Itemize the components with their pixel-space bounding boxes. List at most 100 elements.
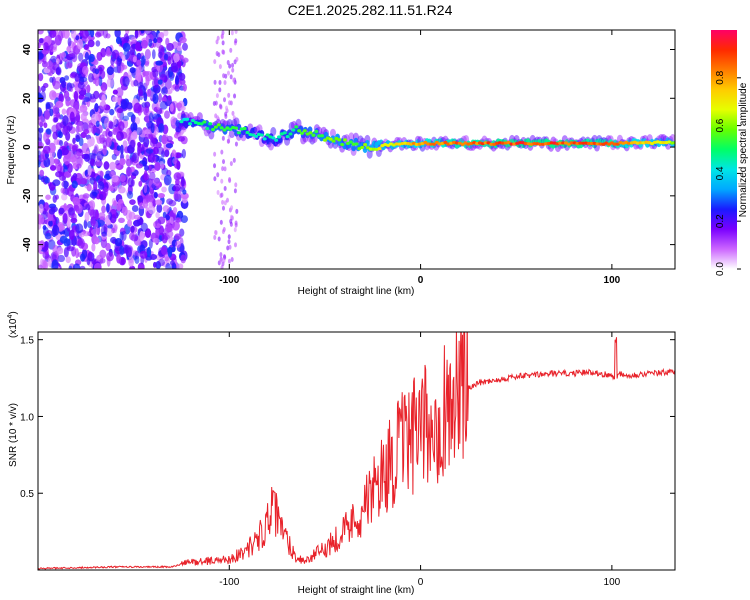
spectrogram-noise-blob: [144, 129, 151, 135]
spectrogram-noise-blob: [226, 60, 230, 66]
spectrogram-noise-blob: [144, 114, 151, 123]
spectrogram-noise-blob: [127, 177, 134, 188]
spectrogram-noise-blob: [101, 205, 106, 214]
spectrogram-ridge-core: [483, 141, 488, 145]
spectrogram-noise-blob: [132, 56, 137, 63]
spectrogram-noise-blob: [74, 72, 80, 82]
spectrogram-noise-blob: [61, 108, 67, 115]
spectrogram-noise-blob: [71, 145, 78, 152]
spectrogram-noise-blob: [38, 30, 44, 35]
spectrogram-noise-blob: [167, 56, 172, 65]
spectrogram-noise-blob: [116, 62, 122, 74]
spectrogram-noise-blob: [174, 233, 182, 240]
spectrogram-noise-blob: [119, 158, 126, 166]
spectrogram-noise-blob: [142, 173, 150, 181]
spectrogram-noise-blob: [180, 192, 189, 200]
spectrogram-noise-blob: [148, 112, 154, 123]
spectrogram-noise-blob: [130, 122, 138, 133]
spectrogram-noise-blob: [42, 145, 51, 154]
spectrogram-noise-blob: [234, 182, 238, 188]
spectrogram-ridge-core: [308, 131, 313, 135]
spectrogram-noise-blob: [227, 92, 231, 98]
spectrogram-noise-blob: [176, 45, 183, 52]
spectrogram-ridge-core: [297, 129, 302, 133]
spectrogram-noise-blob: [55, 194, 59, 200]
snr-y-scale-base: (x10: [8, 318, 19, 338]
spectrogram-noise-blob: [220, 264, 224, 269]
spectrogram-noise-blob: [125, 247, 132, 258]
spectrogram-noise-blob: [137, 81, 144, 89]
spectrogram-noise-blob: [78, 137, 84, 147]
spectrogram-noise-blob: [38, 127, 44, 133]
snr-frame: [37, 331, 676, 571]
spectrogram-noise-blob: [213, 79, 217, 85]
spectrogram-ridge-core: [259, 133, 264, 137]
spectrogram-noise-blob: [158, 258, 165, 267]
spectrogram-noise-blob: [215, 39, 219, 45]
spectrogram-noise-blob: [134, 255, 140, 264]
spectrogram-noise-blob: [40, 176, 45, 183]
spectrogram-noise-blob: [121, 230, 127, 242]
spectrogram-ridge-core: [299, 131, 304, 135]
spectrogram-noise-blob: [47, 257, 52, 268]
spectrogram-noise-blob: [99, 100, 107, 110]
spectrogram-noise-blob: [159, 73, 167, 82]
spectrogram-noise-blob: [130, 36, 137, 43]
spectrogram-noise-blob: [116, 132, 121, 140]
spectrogram-noise-blob: [79, 265, 86, 269]
spectrogram-noise-blob: [165, 262, 171, 269]
colorbar-tick-label: 0.2: [715, 214, 726, 228]
spectrogram-ridge-core: [486, 141, 491, 145]
snr-x-label: Height of straight line (km): [298, 585, 415, 596]
spectrogram-noise-blob: [181, 176, 185, 187]
spectrogram-ridge-core: [274, 138, 279, 142]
spectrogram-noise-blob: [234, 242, 238, 248]
spectrogram-x-label: Height of straight line (km): [298, 286, 415, 297]
colorbar: 0.0 0.2 0.4 0.6 0.8 Normalized spectral ampl…: [711, 30, 749, 276]
spectrogram-noise-blob: [117, 121, 125, 131]
spectrogram-noise-blob: [112, 115, 117, 126]
spectrogram-noise-blob: [122, 115, 130, 122]
spectrogram-noise-blob: [155, 199, 163, 206]
spectrogram-noise-blob: [59, 235, 68, 244]
spectrogram-noise-blob: [137, 195, 144, 203]
spectrogram-noise-blob: [76, 38, 84, 50]
spectrogram-noise-blob: [105, 50, 113, 57]
spectrogram-y-label: Frequency (Hz): [6, 116, 17, 185]
spectrogram-noise-blob: [75, 133, 82, 140]
spectrogram-noise-blob: [102, 139, 108, 149]
spectrogram-noise-blob: [138, 180, 143, 187]
spectrogram-ridge-core: [233, 126, 238, 130]
spectrogram-ridge-core: [242, 126, 247, 131]
spectrogram-noise-blob: [213, 163, 217, 169]
spectrogram-ridge-core: [245, 130, 250, 135]
spectrogram-noise-blob: [46, 60, 54, 70]
spectrogram-noise-blob: [45, 101, 51, 109]
spectrogram-ridge-core: [615, 142, 620, 146]
spectrogram-ridge-core: [434, 140, 439, 145]
spectrogram-ridge-core: [523, 141, 528, 146]
spectrogram-ridge-core: [348, 140, 353, 144]
svg-text:(x104): (x104): [7, 311, 19, 338]
spectrogram-noise-blob: [215, 93, 219, 99]
spectrogram-ridge-core: [236, 131, 241, 135]
spectrogram-noise-blob: [234, 38, 238, 44]
spectrogram-noise-blob: [157, 51, 163, 59]
colorbar-tick-label: 0.4: [715, 166, 726, 180]
snr-panel: -100 0 100 0.5 1.0 1.5 Height of straight li…: [7, 311, 676, 596]
spectrogram-noise-blob: [93, 237, 100, 245]
spectrogram-noise-blob: [90, 30, 95, 38]
spectrogram-noise-blob: [155, 60, 164, 66]
spectrogram-noise-blob: [43, 122, 48, 129]
spectrogram-ridge-core: [202, 120, 207, 124]
spectrogram-noise-blob: [131, 205, 139, 213]
spectrogram-noise-blob: [223, 166, 227, 172]
spectrogram-noise-blob: [232, 157, 236, 163]
spectrogram-noise-blob: [170, 116, 177, 126]
spectrogram-noise-blob: [49, 30, 57, 39]
spectrogram-noise-blob: [166, 198, 173, 205]
spectrogram-ridge-core: [277, 135, 282, 139]
spectrogram-noise-blob: [127, 219, 133, 227]
spectrogram-noise-blob: [73, 90, 79, 102]
spectrogram-noise-blob: [131, 152, 140, 164]
